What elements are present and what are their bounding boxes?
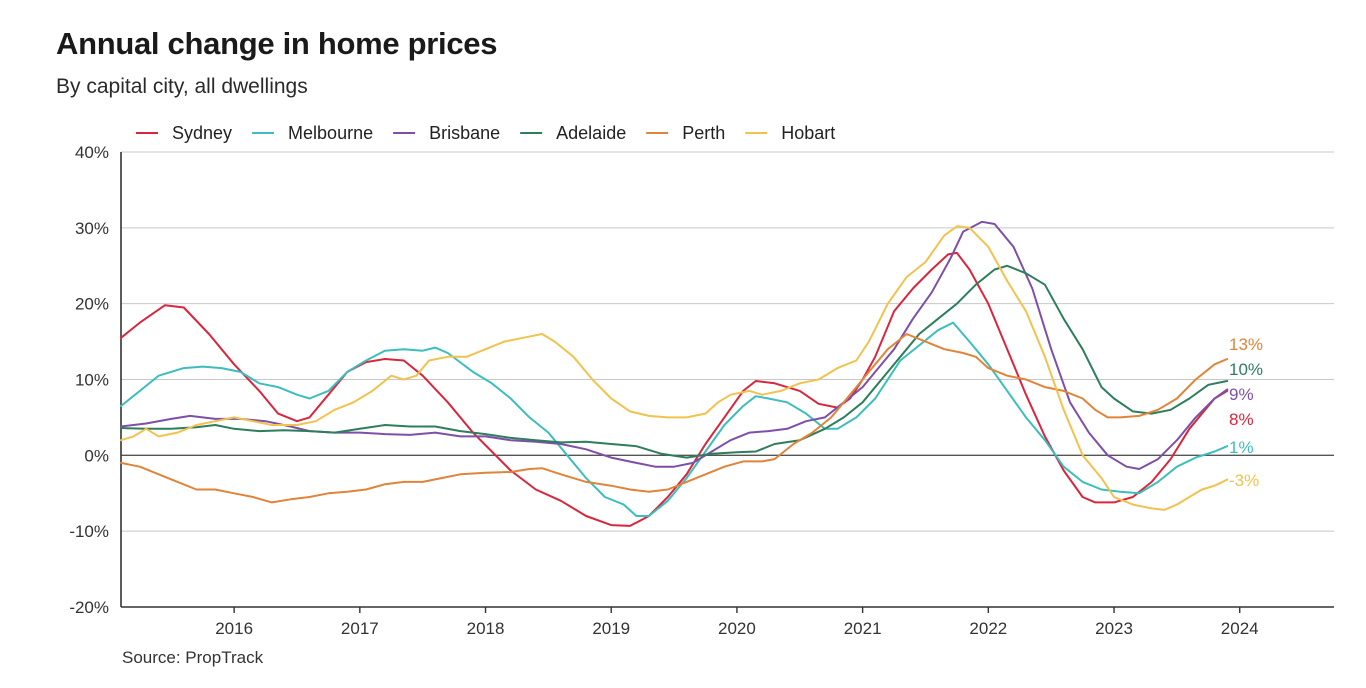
x-tick-label: 2017 xyxy=(341,619,379,638)
end-label-sydney: 8% xyxy=(1229,410,1254,429)
series-line-adelaide xyxy=(120,264,1229,459)
legend-label-sydney: Sydney xyxy=(172,123,232,143)
y-tick-label: 30% xyxy=(75,219,109,238)
legend-label-perth: Perth xyxy=(682,123,725,143)
legend-label-melbourne: Melbourne xyxy=(288,123,373,143)
x-tick-label: 2018 xyxy=(467,619,505,638)
y-tick-label: 20% xyxy=(75,295,109,314)
legend-label-brisbane: Brisbane xyxy=(429,123,500,143)
chart-title: Annual change in home prices xyxy=(56,26,498,61)
x-tick-label: 2023 xyxy=(1095,619,1133,638)
y-tick-label: 0% xyxy=(84,446,109,465)
end-label-perth: 13% xyxy=(1229,335,1263,354)
x-tick-label: 2020 xyxy=(718,619,756,638)
legend-label-hobart: Hobart xyxy=(781,123,835,143)
series-line-brisbane xyxy=(120,220,1229,470)
source-note: Source: PropTrack xyxy=(122,648,264,667)
series-line-hobart xyxy=(120,225,1229,511)
end-label-brisbane: 9% xyxy=(1229,385,1254,404)
x-tick-label: 2021 xyxy=(844,619,882,638)
y-tick-label: -10% xyxy=(69,522,109,541)
end-label-melbourne: 1% xyxy=(1229,438,1254,457)
chart-subtitle: By capital city, all dwellings xyxy=(56,75,308,98)
x-tick-label: 2024 xyxy=(1221,619,1259,638)
legend-label-adelaide: Adelaide xyxy=(556,123,626,143)
y-tick-label: 40% xyxy=(75,143,109,162)
y-tick-label: -20% xyxy=(69,598,109,617)
end-label-hobart: -3% xyxy=(1229,471,1259,490)
series-line-perth xyxy=(120,333,1229,504)
x-tick-label: 2019 xyxy=(592,619,630,638)
series-line-melbourne xyxy=(120,321,1229,517)
x-tick-label: 2016 xyxy=(215,619,253,638)
series-line-sydney xyxy=(120,251,1229,527)
y-tick-label: 10% xyxy=(75,371,109,390)
end-label-adelaide: 10% xyxy=(1229,360,1263,379)
x-tick-label: 2022 xyxy=(969,619,1007,638)
